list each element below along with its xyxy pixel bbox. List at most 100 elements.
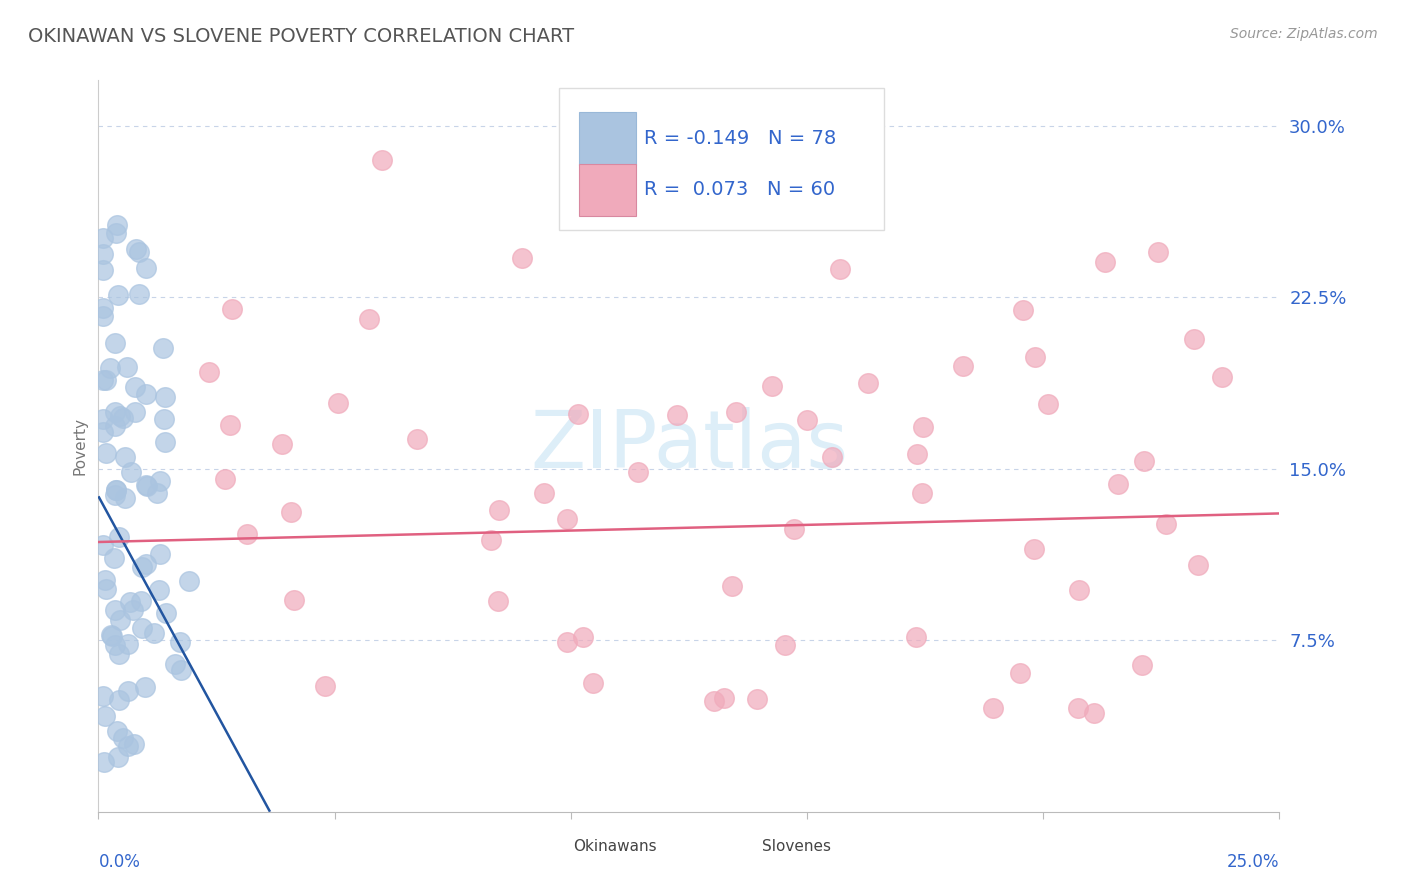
Point xyxy=(96,582,118,596)
Point xyxy=(169,664,191,678)
Text: Source: ZipAtlas.com: Source: ZipAtlas.com xyxy=(1230,27,1378,41)
Point xyxy=(110,409,132,424)
Point xyxy=(905,630,928,644)
Point xyxy=(1011,302,1033,317)
Text: Okinawans: Okinawans xyxy=(574,839,657,855)
Point xyxy=(131,559,153,574)
FancyBboxPatch shape xyxy=(533,838,564,863)
Text: 25.0%: 25.0% xyxy=(1227,854,1279,871)
Point xyxy=(283,593,305,607)
Point xyxy=(107,287,129,301)
Point xyxy=(131,621,153,635)
Point xyxy=(555,512,578,526)
Point xyxy=(703,694,725,708)
Point xyxy=(724,405,747,419)
Point xyxy=(905,447,928,461)
Point xyxy=(103,551,125,566)
Point xyxy=(371,153,394,168)
Point xyxy=(104,638,127,652)
Point xyxy=(107,647,129,661)
Point xyxy=(94,373,117,387)
Point xyxy=(328,396,350,410)
Point xyxy=(533,486,555,500)
Point xyxy=(96,446,118,460)
Text: R = -0.149   N = 78: R = -0.149 N = 78 xyxy=(644,129,837,148)
Point xyxy=(135,479,157,493)
FancyBboxPatch shape xyxy=(579,163,636,217)
Point xyxy=(1187,558,1209,573)
Point xyxy=(112,731,135,745)
Point xyxy=(105,723,128,738)
Point xyxy=(1107,477,1129,491)
Point xyxy=(124,380,146,394)
Point xyxy=(153,434,176,449)
Point xyxy=(198,365,221,379)
Point xyxy=(1008,666,1031,681)
Point xyxy=(1024,350,1046,364)
Point xyxy=(108,530,131,544)
Point xyxy=(91,425,114,439)
Point xyxy=(911,485,934,500)
Point xyxy=(94,573,117,587)
Point xyxy=(146,486,169,500)
Point xyxy=(1066,701,1088,715)
Point xyxy=(135,387,157,401)
Y-axis label: Poverty: Poverty xyxy=(72,417,87,475)
Point xyxy=(713,691,735,706)
Point xyxy=(821,450,844,464)
Point xyxy=(135,260,157,275)
Point xyxy=(153,412,176,426)
Point xyxy=(148,475,170,489)
Point xyxy=(135,478,157,492)
Point xyxy=(91,301,114,315)
Text: 0.0%: 0.0% xyxy=(98,854,141,871)
Point xyxy=(169,634,191,648)
Point xyxy=(783,522,806,536)
Point xyxy=(104,483,127,498)
Point xyxy=(104,603,127,617)
Point xyxy=(120,595,142,609)
Point xyxy=(720,579,742,593)
Point xyxy=(93,263,115,277)
Point xyxy=(582,675,605,690)
Point xyxy=(214,472,236,486)
Point xyxy=(1146,244,1168,259)
Point xyxy=(125,242,148,256)
Text: OKINAWAN VS SLOVENE POVERTY CORRELATION CHART: OKINAWAN VS SLOVENE POVERTY CORRELATION … xyxy=(28,27,574,45)
Point xyxy=(1022,542,1045,557)
Point xyxy=(104,418,127,433)
Point xyxy=(479,533,502,548)
Point xyxy=(488,502,510,516)
Point xyxy=(104,405,127,419)
Point xyxy=(1211,370,1233,384)
Point xyxy=(235,527,257,541)
Point xyxy=(101,629,124,643)
Point xyxy=(155,606,177,620)
Point xyxy=(129,594,152,608)
Point xyxy=(152,341,174,355)
Point xyxy=(357,312,380,326)
Point xyxy=(572,630,595,644)
Point xyxy=(135,558,157,572)
Point xyxy=(830,262,852,277)
Point xyxy=(107,750,129,764)
Point xyxy=(177,574,200,588)
Point xyxy=(117,359,139,374)
Point xyxy=(270,437,292,451)
Point xyxy=(406,432,429,446)
Point xyxy=(108,693,131,707)
FancyBboxPatch shape xyxy=(579,112,636,165)
Point xyxy=(128,286,150,301)
Point xyxy=(91,231,114,245)
Point xyxy=(1083,706,1105,721)
Point xyxy=(105,219,128,233)
Point xyxy=(1069,583,1091,598)
Text: Slovenes: Slovenes xyxy=(762,839,831,855)
Point xyxy=(221,302,243,317)
Point xyxy=(148,547,170,561)
Point xyxy=(952,359,974,373)
Point xyxy=(108,614,131,628)
Point xyxy=(94,709,117,723)
FancyBboxPatch shape xyxy=(723,838,752,863)
Point xyxy=(122,603,145,617)
